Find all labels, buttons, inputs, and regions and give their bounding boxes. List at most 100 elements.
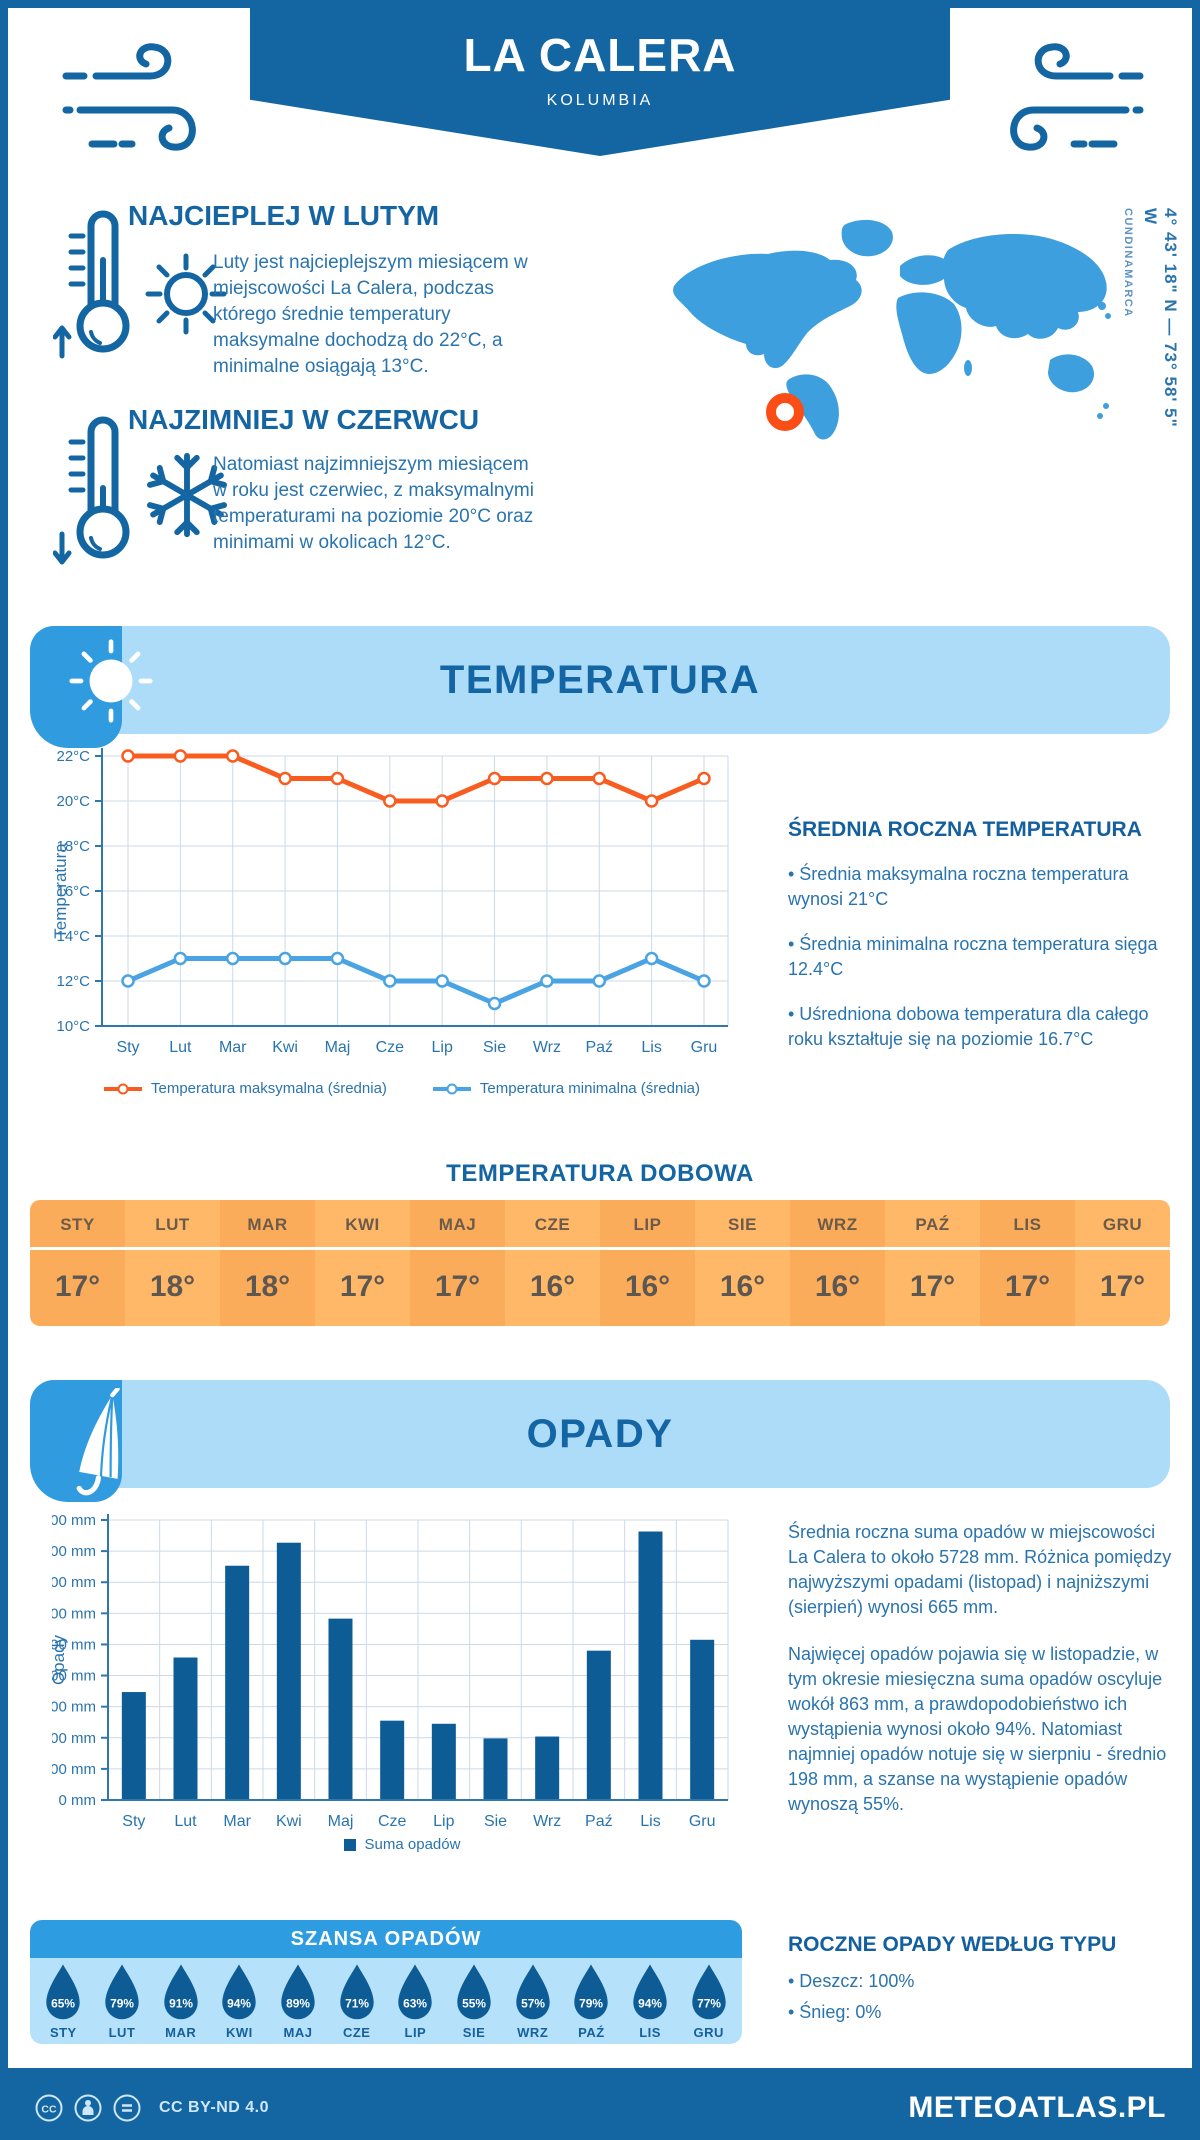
row-divider [885,1247,980,1250]
precipitation-chart-legend: Suma opadów [52,1836,752,1853]
daily-temp-column: LUT 18° [125,1200,220,1326]
svg-text:Paź: Paź [585,1813,613,1830]
svg-text:63%: 63% [403,1996,427,2010]
month-label: STY [49,2025,77,2040]
raindrop-icon: 55% [457,1964,491,2020]
svg-text:79%: 79% [110,1996,134,2010]
precipitation-type-panel: ROCZNE OPADY WEDŁUG TYPU • Deszcz: 100% … [788,1933,1180,2025]
row-divider [410,1247,505,1250]
rain-chance-item: 65% STY [34,1958,93,2044]
svg-text:71%: 71% [345,1996,369,2010]
svg-text:Lip: Lip [433,1813,454,1830]
row-divider [125,1247,220,1250]
svg-text:Temperatura: Temperatura [52,843,70,939]
rain-chance-item: 79% PAŹ [562,1958,621,2044]
svg-text:55%: 55% [462,1996,486,2010]
svg-text:Mar: Mar [223,1813,251,1830]
daily-temp-column: SIE 16° [695,1200,790,1326]
svg-text:700 mm: 700 mm [52,1574,96,1591]
precipitation-section-banner: OPADY [30,1380,1170,1502]
daily-temp-column: MAR 18° [220,1200,315,1326]
precipitation-paragraph: Średnia roczna suma opadów w miejscowośc… [788,1522,1172,1617]
month-label: PAŹ [578,2025,605,2040]
map-marker-icon [766,393,804,431]
svg-text:Paź: Paź [585,1039,613,1056]
daily-temp-column: WRZ 16° [790,1200,885,1326]
row-divider [30,1247,125,1250]
month-label: LIS [1013,1215,1042,1234]
raindrop-icon: 79% [574,1964,609,2020]
svg-text:Sie: Sie [483,1039,506,1056]
row-divider [1075,1247,1170,1250]
cc-icon: CC [35,2094,63,2122]
svg-text:500 mm: 500 mm [52,1636,96,1653]
rain-chance-item: 57% WRZ [503,1958,562,2044]
coldest-text: Natomiast najzimniejszym miesiącem w rok… [213,454,534,553]
attribution-icon [74,2094,102,2122]
svg-text:Lut: Lut [174,1813,197,1830]
svg-text:77%: 77% [697,1996,721,2010]
rain-chance-drops: 65% STY 79% LUT 91% MAR 94% KWI 89% MAJ 71% CZE 63% L… [30,1958,742,2044]
svg-text:Mar: Mar [219,1039,247,1056]
raindrop-icon: 94% [222,1964,257,2020]
svg-text:Lip: Lip [432,1039,453,1056]
svg-text:16°C: 16°C [56,883,90,900]
svg-text:Gru: Gru [689,1813,716,1830]
site-name: METEOATLAS.PL [908,2091,1166,2124]
coordinates-text: 4° 43' 18" N — 73° 58' 5" W [1141,208,1180,428]
daily-temp-column: GRU 17° [1075,1200,1170,1326]
temperature-section-banner: TEMPERATURA [30,626,1170,748]
temperature-value: 18° [149,1270,196,1303]
month-label: LUT [108,2025,136,2040]
month-label: WRZ [817,1215,858,1234]
page-subtitle: KOLUMBIA [546,92,654,109]
license-text: CC BY-ND 4.0 [159,2099,270,2116]
footer-bar: CC CC BY-ND 4.0 METEOATLAS.PL [8,2068,1192,2132]
temperature-value: 17° [339,1270,386,1303]
svg-text:Lut: Lut [169,1039,192,1056]
temperature-line-chart: 10°C 12°C 14°C 16°C 18°C 20°C 22°C Sty Lut Mar Kwi… [52,748,729,1056]
temperature-section-title: TEMPERATURA [439,658,761,702]
raindrop-icon: 63% [398,1964,433,2020]
svg-text:94%: 94% [227,1996,251,2010]
svg-text:Sie: Sie [484,1813,507,1830]
svg-text:89%: 89% [286,1996,310,2010]
month-label: CZE [534,1215,571,1234]
month-label: LUT [155,1215,190,1234]
thermometer-up-icon [53,210,130,359]
row-divider [695,1247,790,1250]
legend-item: Temperatura minimalna (średnia) [432,1080,700,1097]
rain-chance-item: 94% LIS [621,1958,680,2044]
month-label: MAJ [438,1215,477,1234]
location-coordinates: 4° 43' 18" N — 73° 58' 5" W CUNDINAMARCA [1122,208,1180,446]
legend-line-marker [103,1083,142,1094]
svg-text:Kwi: Kwi [272,1039,298,1056]
month-label: LIP [404,2025,427,2040]
legend-label: Suma opadów [364,1836,461,1853]
svg-text:79%: 79% [579,1996,603,2010]
warmest-text: Luty jest najcieplejszym miesiącem w mie… [213,252,528,377]
month-label: STY [60,1215,95,1234]
svg-text:91%: 91% [169,1996,193,2010]
month-label: SIE [462,2025,486,2040]
svg-text:10°C: 10°C [56,1018,90,1035]
umbrella-icon [76,1388,120,1496]
daily-temp-column: STY 17° [30,1200,125,1326]
type-bullet: • Deszcz: 100% [788,1971,915,1991]
svg-text:0 mm: 0 mm [59,1792,97,1809]
wind-icon [1010,43,1144,151]
svg-text:Opady: Opady [52,1634,68,1685]
raindrop-icon: 89% [281,1964,315,2020]
month-label: CZE [342,2025,371,2040]
svg-text:200 mm: 200 mm [52,1730,96,1747]
raindrop-icon: 65% [46,1964,81,2020]
precipitation-paragraph: Najwięcej opadów pojawia się w listopadz… [788,1644,1167,1814]
raindrop-icon: 77% [692,1964,726,2020]
row-divider [220,1247,315,1250]
svg-text:20°C: 20°C [56,793,90,810]
temperature-value: 16° [529,1270,576,1303]
raindrop-icon: 91% [163,1964,198,2020]
coldest-heading: NAJZIMNIEJ W CZERWCU [128,404,480,435]
precipitation-summary: Średnia roczna suma opadów w miejscowośc… [788,1520,1180,1839]
temperature-value: 17° [1099,1270,1146,1303]
